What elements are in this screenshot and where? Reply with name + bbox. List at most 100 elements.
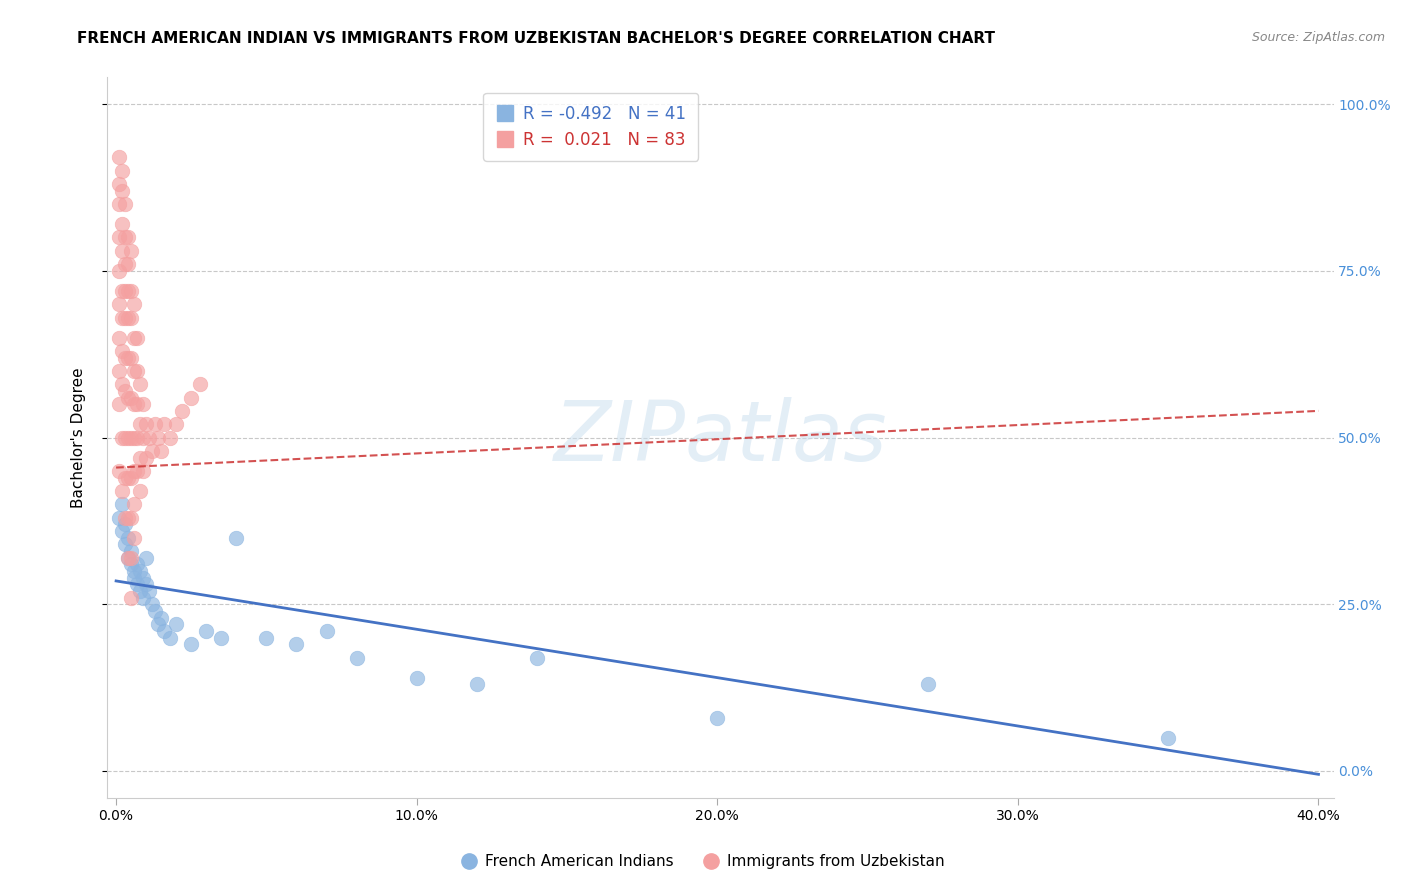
- Point: [108, 364, 131, 378]
- Legend: R = -0.492   N = 41, R =  0.021   N = 83: R = -0.492 N = 41, R = 0.021 N = 83: [484, 93, 697, 161]
- Point: [148, 617, 170, 632]
- Point: [135, 450, 157, 465]
- Point: [165, 617, 187, 632]
- Point: [1157, 731, 1180, 745]
- Point: [315, 624, 337, 638]
- Point: [706, 711, 728, 725]
- Point: [114, 284, 136, 298]
- Point: [108, 510, 131, 524]
- Point: [117, 550, 139, 565]
- Point: [143, 604, 166, 618]
- Point: [114, 257, 136, 271]
- Point: [108, 264, 131, 278]
- Point: [120, 470, 142, 484]
- Point: [120, 351, 142, 365]
- Point: [285, 637, 308, 651]
- Point: [111, 284, 134, 298]
- Point: [117, 470, 139, 484]
- Point: [143, 417, 166, 432]
- Point: [111, 310, 134, 325]
- Point: [135, 577, 157, 591]
- Point: [195, 624, 218, 638]
- Y-axis label: Bachelor's Degree: Bachelor's Degree: [72, 368, 86, 508]
- Point: [132, 571, 155, 585]
- Text: ZIPatlas: ZIPatlas: [554, 397, 887, 478]
- Point: [172, 404, 194, 418]
- Point: [120, 544, 142, 558]
- Point: [117, 531, 139, 545]
- Point: [150, 443, 173, 458]
- Point: [114, 310, 136, 325]
- Point: [127, 364, 149, 378]
- Point: [117, 310, 139, 325]
- Point: [138, 431, 160, 445]
- Point: [127, 464, 149, 478]
- Point: [117, 550, 139, 565]
- Point: [117, 351, 139, 365]
- Point: [117, 510, 139, 524]
- Point: [111, 163, 134, 178]
- Point: [117, 257, 139, 271]
- Point: [114, 537, 136, 551]
- Point: [129, 377, 152, 392]
- Text: FRENCH AMERICAN INDIAN VS IMMIGRANTS FROM UZBEKISTAN BACHELOR'S DEGREE CORRELATI: FRENCH AMERICAN INDIAN VS IMMIGRANTS FRO…: [77, 31, 995, 46]
- Point: [120, 310, 142, 325]
- Point: [132, 431, 155, 445]
- Point: [117, 230, 139, 244]
- Point: [122, 571, 145, 585]
- Point: [114, 431, 136, 445]
- Point: [122, 497, 145, 511]
- Point: [122, 330, 145, 344]
- Point: [114, 230, 136, 244]
- Point: [120, 510, 142, 524]
- Point: [346, 650, 368, 665]
- Point: [120, 391, 142, 405]
- Point: [405, 671, 427, 685]
- Point: [120, 591, 142, 605]
- Point: [465, 677, 488, 691]
- Point: [917, 677, 939, 691]
- Point: [127, 558, 149, 572]
- Point: [108, 177, 131, 191]
- Point: [108, 151, 131, 165]
- Point: [132, 591, 155, 605]
- Point: [114, 197, 136, 211]
- Point: [188, 377, 211, 392]
- Point: [117, 284, 139, 298]
- Point: [117, 431, 139, 445]
- Point: [159, 631, 181, 645]
- Point: [108, 464, 131, 478]
- Point: [141, 443, 163, 458]
- Point: [127, 431, 149, 445]
- Point: [114, 517, 136, 532]
- Legend: French American Indians, Immigrants from Uzbekistan: French American Indians, Immigrants from…: [456, 848, 950, 875]
- Point: [129, 583, 152, 598]
- Point: [108, 230, 131, 244]
- Point: [108, 197, 131, 211]
- Point: [111, 483, 134, 498]
- Point: [122, 564, 145, 578]
- Text: Source: ZipAtlas.com: Source: ZipAtlas.com: [1251, 31, 1385, 45]
- Point: [111, 497, 134, 511]
- Point: [135, 550, 157, 565]
- Point: [111, 431, 134, 445]
- Point: [120, 244, 142, 258]
- Point: [122, 364, 145, 378]
- Point: [111, 377, 134, 392]
- Point: [117, 391, 139, 405]
- Point: [114, 470, 136, 484]
- Point: [114, 510, 136, 524]
- Point: [120, 431, 142, 445]
- Point: [120, 284, 142, 298]
- Point: [159, 431, 181, 445]
- Point: [127, 330, 149, 344]
- Point: [132, 397, 155, 411]
- Point: [209, 631, 232, 645]
- Point: [122, 297, 145, 311]
- Point: [132, 464, 155, 478]
- Point: [108, 397, 131, 411]
- Point: [150, 610, 173, 624]
- Point: [122, 397, 145, 411]
- Point: [111, 217, 134, 231]
- Point: [129, 417, 152, 432]
